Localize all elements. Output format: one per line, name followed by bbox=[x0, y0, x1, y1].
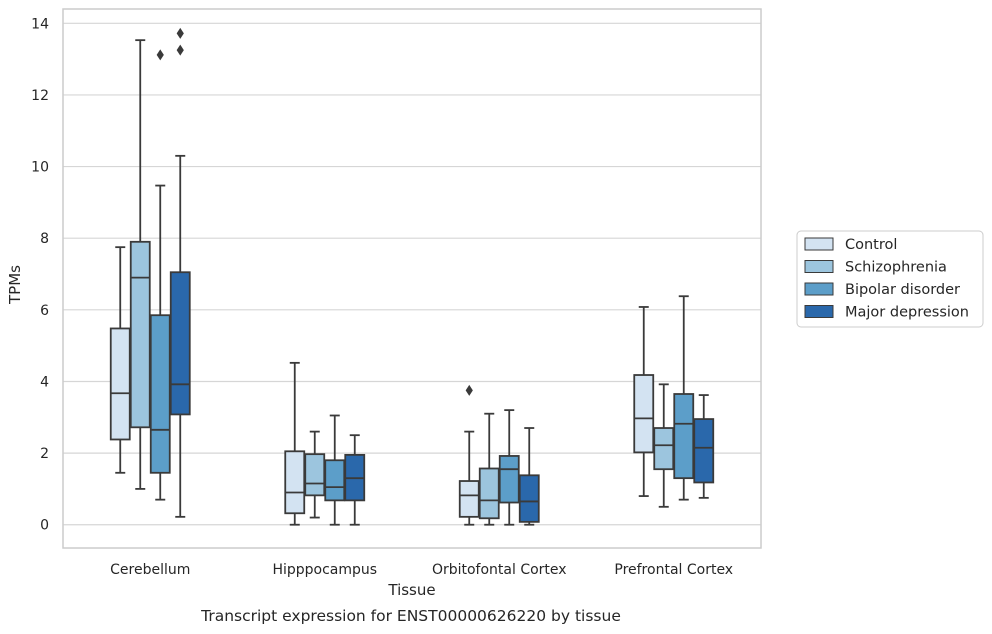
y-tick-label: 12 bbox=[31, 88, 49, 104]
box-iqr bbox=[693, 418, 715, 484]
y-tick-label: 10 bbox=[31, 160, 49, 176]
y-tick-label: 14 bbox=[31, 16, 49, 32]
box-bipolar-disorder bbox=[498, 409, 520, 526]
box-iqr bbox=[149, 314, 171, 474]
y-tick-label: 4 bbox=[40, 374, 49, 390]
y-tick-label: 2 bbox=[40, 446, 49, 462]
legend: Control Schizophrenia Bipolar disorder Majo… bbox=[796, 230, 984, 328]
box-iqr bbox=[653, 427, 675, 471]
x-axis-label: Tissue bbox=[387, 581, 435, 599]
box-iqr bbox=[129, 240, 151, 429]
box-major-depression bbox=[344, 434, 366, 526]
box-schizophrenia bbox=[478, 412, 500, 526]
box-control bbox=[458, 384, 480, 526]
y-tick-label: 8 bbox=[40, 231, 49, 247]
box-iqr bbox=[169, 271, 191, 416]
legend-label: Control bbox=[845, 237, 897, 253]
legend-swatch bbox=[804, 282, 834, 296]
outlier-point bbox=[176, 27, 184, 39]
box-control bbox=[284, 361, 306, 526]
x-tick-label: Hipppocampus bbox=[272, 562, 377, 578]
box-control bbox=[109, 246, 131, 474]
box-iqr bbox=[498, 455, 520, 504]
legend-label: Schizophrenia bbox=[845, 260, 947, 276]
box-control bbox=[633, 306, 655, 497]
box-schizophrenia bbox=[129, 39, 151, 490]
x-tick-label: Cerebellum bbox=[110, 562, 190, 578]
box-iqr bbox=[478, 467, 500, 520]
chart-caption: Transcript expression for ENST0000062622… bbox=[200, 607, 621, 625]
y-tick-label: 0 bbox=[40, 518, 49, 534]
outlier-point bbox=[156, 49, 164, 61]
outlier-point bbox=[176, 44, 184, 56]
box-iqr bbox=[458, 480, 480, 518]
y-tick-labels: 0 2 4 6 8 10 12 14 bbox=[31, 16, 49, 533]
box-iqr bbox=[284, 450, 306, 515]
box-iqr bbox=[324, 459, 346, 502]
legend-label: Bipolar disorder bbox=[845, 282, 960, 298]
box-iqr bbox=[518, 474, 540, 523]
legend-swatch bbox=[804, 260, 834, 273]
x-tick-label: Orbitofontal Cortex bbox=[432, 562, 567, 578]
y-axis-label: TPMs bbox=[6, 265, 24, 305]
y-tick-label: 6 bbox=[40, 303, 49, 319]
box-iqr bbox=[633, 374, 655, 454]
box-bipolar-disorder bbox=[149, 49, 171, 501]
legend-swatch bbox=[804, 305, 834, 318]
legend-frame bbox=[796, 230, 984, 328]
x-tick-labels: Cerebellum Hipppocampus Orbitofontal Corte… bbox=[110, 562, 733, 578]
box-series bbox=[109, 27, 715, 526]
box-schizophrenia bbox=[304, 430, 326, 519]
outlier-point bbox=[465, 384, 473, 396]
box-bipolar-disorder bbox=[324, 414, 346, 526]
box-iqr bbox=[673, 393, 695, 480]
box-major-depression bbox=[518, 427, 540, 526]
box-major-depression bbox=[693, 394, 715, 499]
plot-frame bbox=[62, 8, 762, 549]
legend-label: Major depression bbox=[845, 305, 969, 321]
legend-swatch bbox=[804, 237, 834, 251]
box-schizophrenia bbox=[653, 383, 675, 508]
box-major-depression bbox=[169, 27, 191, 518]
x-tick-label: Prefrontal Cortex bbox=[614, 562, 733, 578]
box-iqr bbox=[109, 327, 131, 441]
box-iqr bbox=[304, 453, 326, 497]
box-bipolar-disorder bbox=[673, 295, 695, 501]
